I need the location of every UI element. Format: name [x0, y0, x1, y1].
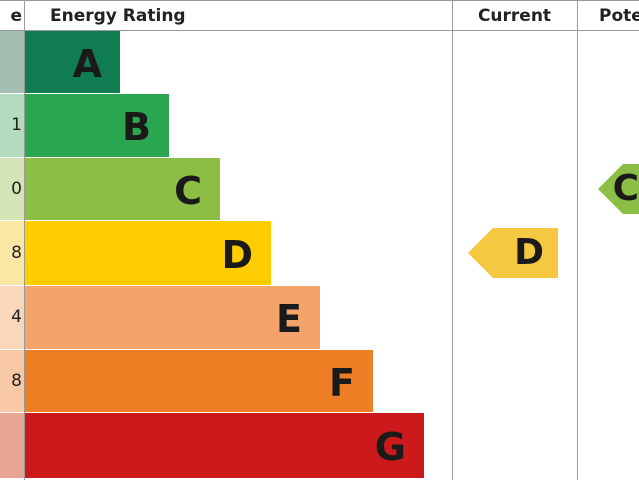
rating-bar-b: B — [25, 94, 169, 157]
rating-bar-f: F — [25, 350, 373, 412]
score-range-b: 1 — [0, 94, 24, 157]
potential-header: Pote — [599, 6, 639, 26]
header-row: e Energy Rating Current Pote — [0, 0, 639, 31]
potential-arrow-shape — [598, 164, 639, 214]
score-range-a — [0, 31, 24, 93]
current-rating-arrow: D — [468, 228, 558, 278]
score-range-e: 4 — [0, 286, 24, 349]
potential-rating-arrow: C — [598, 164, 639, 214]
divider — [452, 0, 453, 480]
score-header: e — [10, 6, 22, 26]
energy-rating-header: Energy Rating — [50, 6, 186, 26]
current-rating-label: D — [514, 232, 544, 273]
divider — [577, 0, 578, 480]
divider — [24, 0, 25, 480]
score-range-g — [0, 413, 24, 478]
rating-bar-a: A — [25, 31, 120, 93]
rating-bar-g: G — [25, 413, 424, 478]
score-range-f: 8 — [0, 350, 24, 412]
score-range-c: 0 — [0, 158, 24, 220]
current-header: Current — [477, 6, 552, 26]
rating-bar-d: D — [25, 221, 271, 285]
rating-bar-c: C — [25, 158, 220, 220]
potential-rating-label: C — [612, 168, 639, 209]
current-arrow-shape — [468, 228, 558, 278]
rating-bar-e: E — [25, 286, 320, 349]
score-range-d: 8 — [0, 221, 24, 285]
